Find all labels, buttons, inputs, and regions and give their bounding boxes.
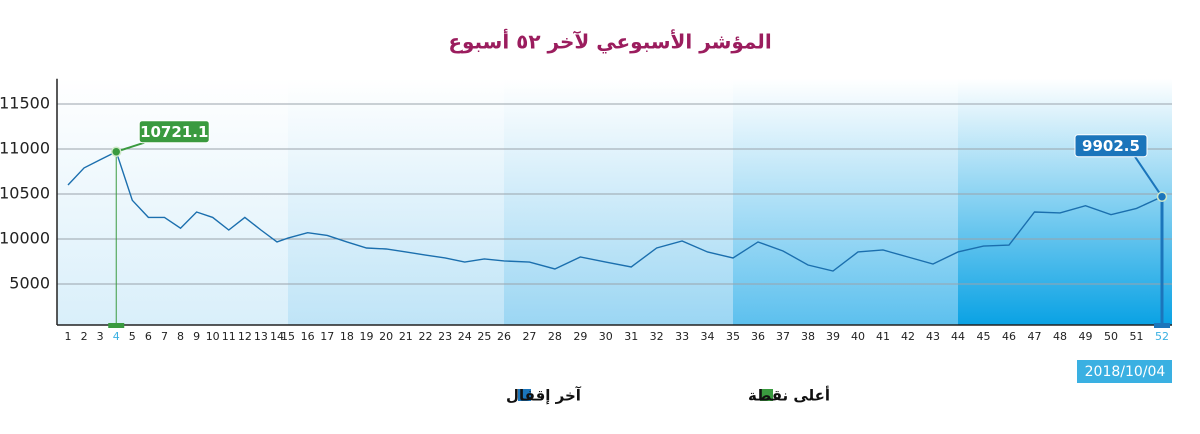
chart-title: المؤشر الأسبوعي لآخر ٥٢ أسبوع <box>448 28 771 55</box>
band <box>958 78 1172 325</box>
x-tick-label: 46 <box>1002 330 1016 343</box>
highlight-point <box>110 146 122 157</box>
callout-label: 9902.5 <box>1082 137 1140 155</box>
x-tick-label: 10 <box>206 330 220 343</box>
x-tick-label: 12 <box>238 330 252 343</box>
callout-label: 10721.1 <box>140 123 208 141</box>
background-bands <box>57 78 1172 325</box>
x-tick-label: 38 <box>801 330 815 343</box>
y-tick-label: 10000 <box>0 229 50 248</box>
x-tick-label: 35 <box>726 330 740 343</box>
x-tick-label: 40 <box>851 330 865 343</box>
x-tick-label: 47 <box>1028 330 1042 343</box>
x-tick-label: 41 <box>876 330 890 343</box>
legend-swatch <box>518 389 531 401</box>
x-tick-label: 21 <box>399 330 413 343</box>
legend-swatch <box>760 389 773 401</box>
x-tick-label: 17 <box>320 330 334 343</box>
band <box>504 78 733 325</box>
axis-marker <box>1154 323 1170 328</box>
x-tick-label: 45 <box>977 330 991 343</box>
x-tick-label: 2 <box>81 330 88 343</box>
x-tick-label: 44 <box>951 330 965 343</box>
x-tick-label: 1 <box>65 330 72 343</box>
highlight-point <box>1156 191 1168 202</box>
x-tick-label: 48 <box>1053 330 1067 343</box>
date-label: 2018/10/04 <box>1085 364 1166 380</box>
x-tick-label: 31 <box>624 330 638 343</box>
x-tick-label: 23 <box>438 330 452 343</box>
x-tick-label: 51 <box>1130 330 1144 343</box>
x-tick-label: 28 <box>548 330 562 343</box>
x-tick-label: 14 <box>270 330 284 343</box>
x-tick-label: 3 <box>97 330 104 343</box>
x-tick-label: 19 <box>360 330 374 343</box>
x-tick-label: 11 <box>222 330 236 343</box>
legend-label: آخر إقفال <box>506 387 582 405</box>
x-tick-label: 7 <box>161 330 168 343</box>
callout-box <box>138 120 210 144</box>
x-tick-label: 18 <box>340 330 354 343</box>
x-tick-label: 4 <box>113 330 120 343</box>
x-tick-label: 15 <box>281 330 295 343</box>
x-tick-label: 26 <box>497 330 511 343</box>
axis-marker <box>108 323 125 328</box>
x-tick-label: 16 <box>301 330 315 343</box>
x-tick-label: 8 <box>177 330 184 343</box>
band <box>733 78 958 325</box>
y-tick-label: 11500 <box>0 94 50 113</box>
y-tick-label: 5000 <box>9 274 50 293</box>
callout-pointer <box>1134 156 1163 198</box>
x-tick-label: 6 <box>145 330 152 343</box>
x-tick-label: 20 <box>379 330 393 343</box>
x-tick-label: 5 <box>129 330 136 343</box>
x-tick-label: 27 <box>522 330 536 343</box>
x-tick-label: 34 <box>701 330 715 343</box>
x-tick-label: 52 <box>1155 330 1169 343</box>
x-tick-label: 43 <box>926 330 940 343</box>
x-tick-label: 39 <box>826 330 840 343</box>
x-tick-label: 22 <box>418 330 432 343</box>
x-tick-label: 50 <box>1104 330 1118 343</box>
x-tick-label: 32 <box>650 330 664 343</box>
x-tick-label: 33 <box>675 330 689 343</box>
callout-box <box>1074 134 1148 158</box>
x-tick-label: 29 <box>573 330 587 343</box>
x-tick-label: 24 <box>458 330 472 343</box>
x-tick-label: 36 <box>751 330 765 343</box>
x-tick-label: 9 <box>193 330 200 343</box>
x-tick-label: 25 <box>477 330 491 343</box>
band <box>57 78 288 325</box>
y-tick-label: 11000 <box>0 139 50 158</box>
line <box>67 150 1163 272</box>
x-tick-label: 13 <box>254 330 268 343</box>
legend-label: أعلى نقطة <box>748 386 830 405</box>
x-tick-label: 37 <box>776 330 790 343</box>
x-tick-label: 49 <box>1079 330 1093 343</box>
x-tick-label: 30 <box>599 330 613 343</box>
y-tick-label: 10500 <box>0 184 50 203</box>
band <box>288 78 504 325</box>
date-box <box>1077 360 1172 383</box>
x-tick-label: 42 <box>901 330 915 343</box>
